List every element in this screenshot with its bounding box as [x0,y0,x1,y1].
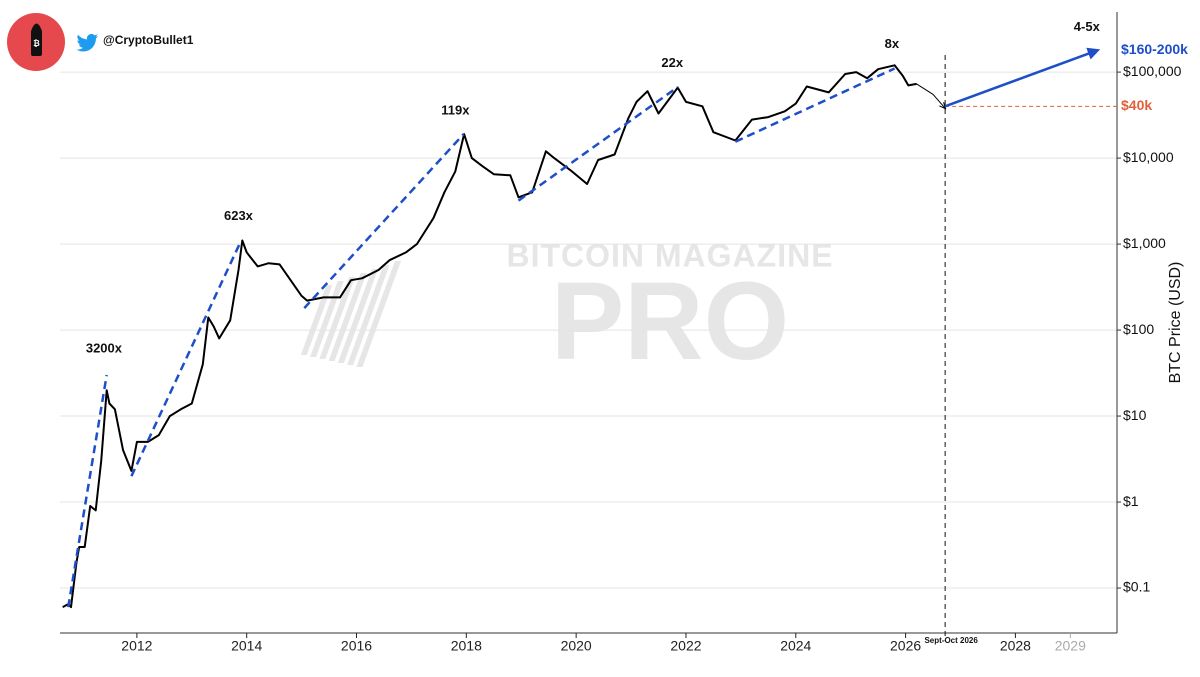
y-tick-label: $0.1 [1123,579,1150,595]
annotation: 119x [441,103,470,118]
twitter-icon [76,34,99,52]
x-tick-label: 2022 [670,638,701,654]
watermark-bar [310,281,344,357]
watermark-bar [328,273,367,361]
watermark-bar [337,269,379,363]
svg-text:₿: ₿ [33,39,40,48]
handle: @CryptoBullet1 [103,33,194,47]
watermark-bar [319,277,356,359]
y-tick-label: $10,000 [1123,149,1174,165]
y-tick-label: $1 [1123,493,1139,509]
price-line [62,64,917,609]
y-tick-label: $10 [1123,407,1147,423]
price-line [944,47,1101,108]
annotation: 22x [661,55,683,70]
annotation: 623x [224,208,254,223]
watermark-bar [347,265,390,365]
x-tick-label: 2026 [890,638,921,654]
y-tick-label: $100 [1123,321,1154,337]
avatar: ₿ [7,13,65,71]
target-label: $40k [1121,97,1152,113]
x-tick-label: 2024 [780,638,811,654]
watermark-text: BITCOIN MAGAZINE [506,237,833,273]
y-tick-label: $1,000 [1123,235,1166,251]
x-tick-label: 2018 [451,638,482,654]
y-axis-label: BTC Price (USD) [1167,262,1184,384]
annotation: 8x [885,36,900,51]
watermark-text: PRO [551,260,789,383]
watermark-bar [356,261,402,367]
x-tick-label: 2016 [341,638,372,654]
x-tick-label: 2012 [121,638,152,654]
price-line [916,83,946,108]
x-tick-label: 2014 [231,638,262,654]
x-tick-label: 2029 [1055,638,1086,654]
marker-label: Sept-Oct 2026 [924,636,978,645]
x-tick-label: 2020 [561,638,592,654]
watermark-bar [300,285,333,355]
y-tick-label: $100,000 [1123,63,1182,79]
price-line [66,67,896,608]
annotation: 4-5x [1074,19,1101,34]
x-tick-label: 2028 [1000,638,1031,654]
target-label: $160-200k [1121,41,1188,57]
annotation: 3200x [86,341,123,356]
